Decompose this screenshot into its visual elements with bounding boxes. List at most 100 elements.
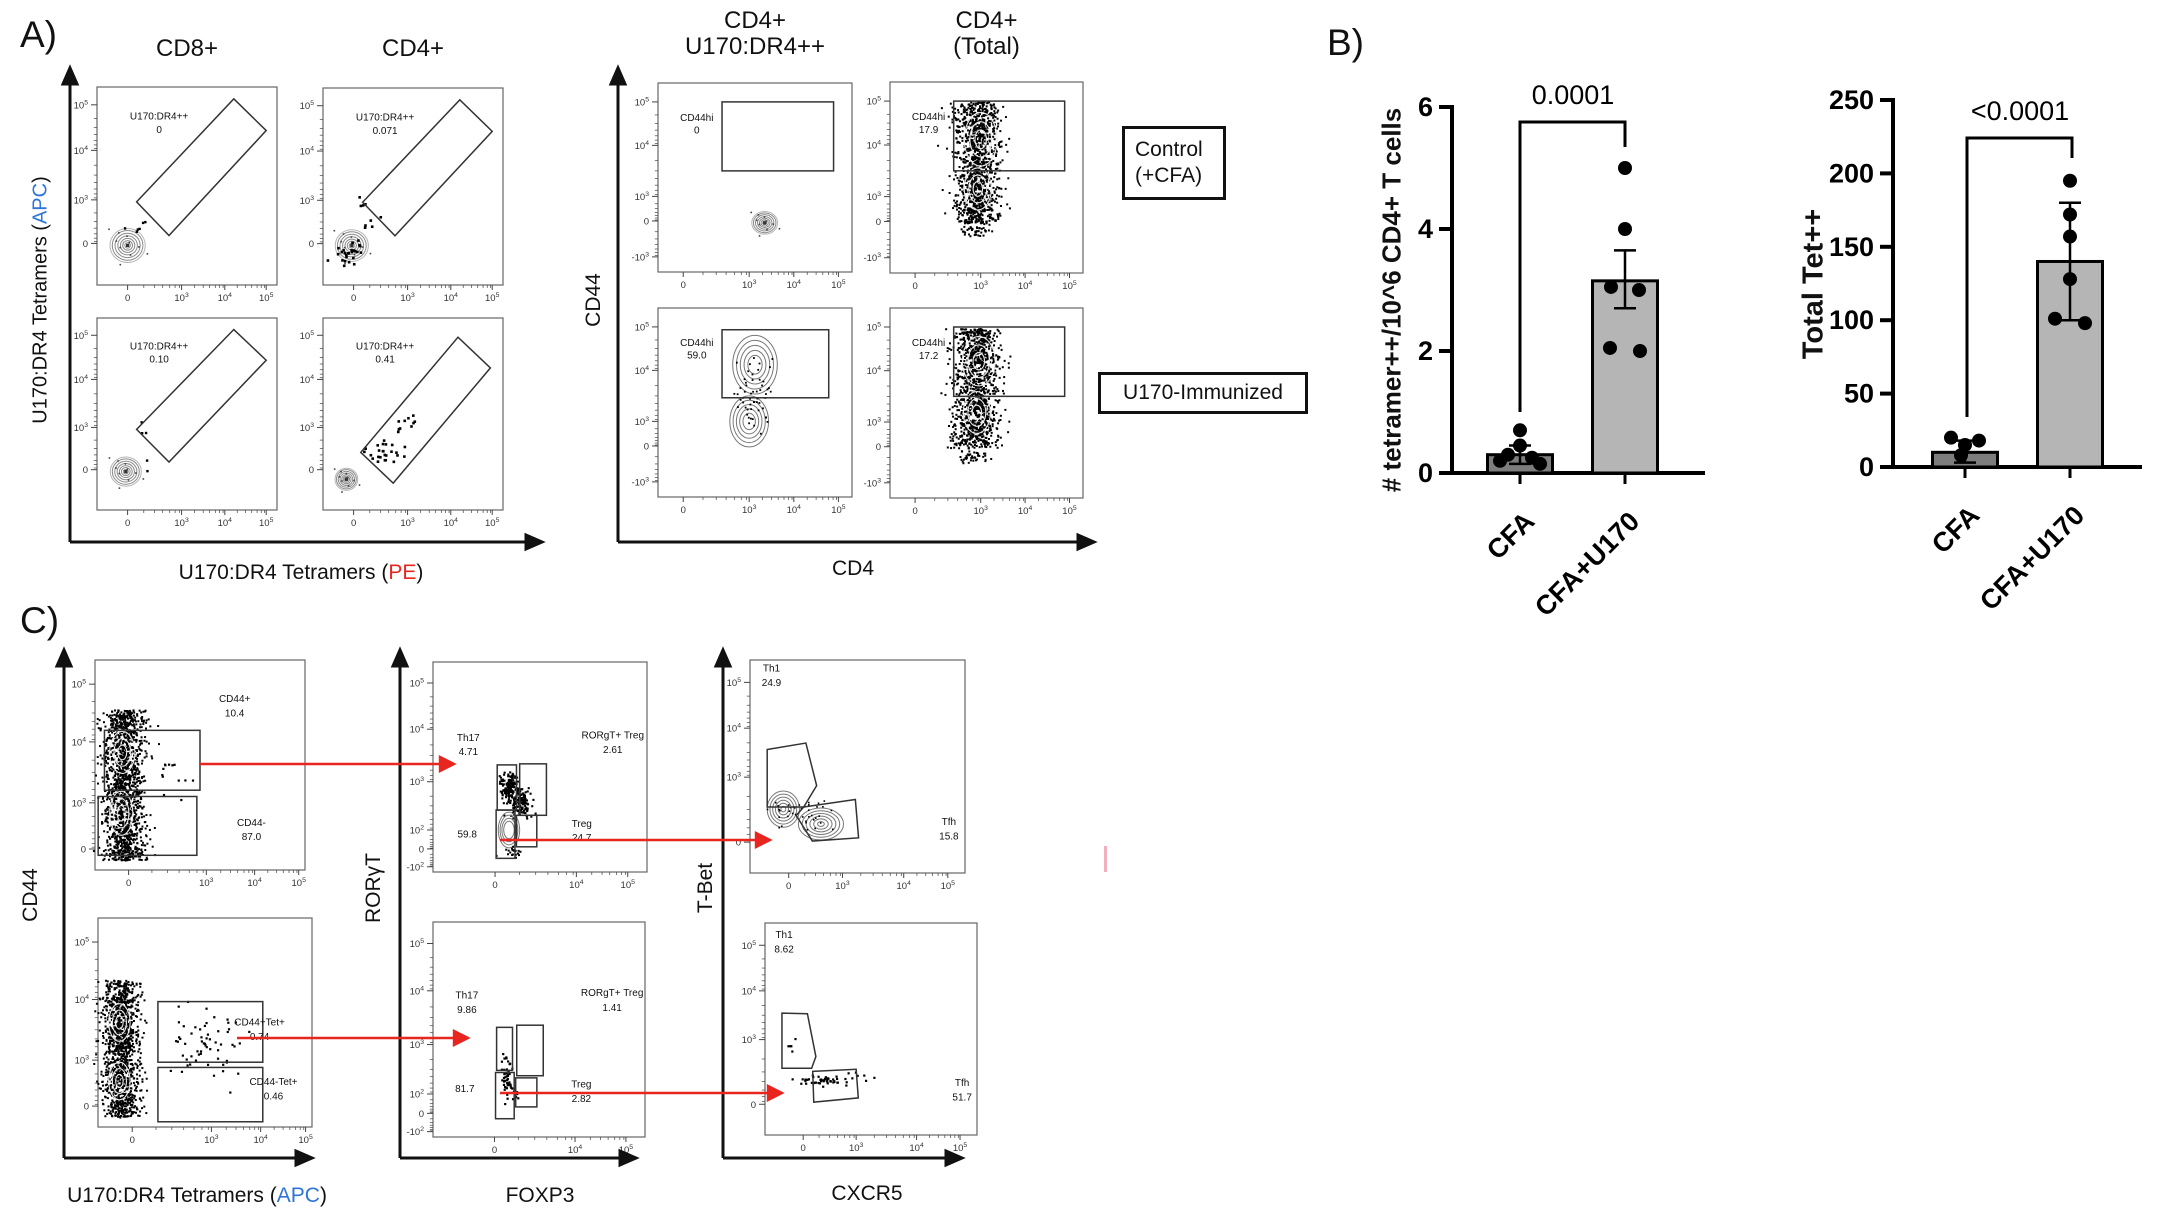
row-label-control-cfa: Control (+CFA) <box>1122 126 1226 200</box>
gate-value: 9.86 <box>457 1005 477 1016</box>
tick-label: 104 <box>867 140 882 152</box>
tick-label: 103 <box>204 1134 219 1146</box>
panel-c-x-axis-label-foxp3: FOXP3 <box>505 1184 575 1207</box>
tick-label: 103 <box>400 517 415 529</box>
panel-a-x-axis-label: U170:DR4 Tetramers (PE) <box>178 561 424 584</box>
tick-label: 105 <box>953 1142 968 1154</box>
panel-c-y-axis-label-cd44: CD44 <box>19 868 42 922</box>
tick-label: 103 <box>75 1055 90 1067</box>
tick-label: 0 <box>125 518 130 529</box>
tick-label: 103 <box>849 1142 864 1154</box>
tick-label: 102 <box>410 825 425 837</box>
gate-value: 87.0 <box>242 832 262 843</box>
tick-label: 104 <box>410 724 425 736</box>
tick-label: 104 <box>569 879 584 891</box>
tick-label: 103 <box>72 797 87 809</box>
tick-label: 105 <box>831 279 846 291</box>
panel-b-label: B) <box>1327 22 1364 63</box>
data-point <box>2048 311 2062 326</box>
tick-label: 0 <box>644 441 649 452</box>
tick-label: 104 <box>909 1142 924 1154</box>
row-label-line: U170-Immunized <box>1123 381 1283 404</box>
p-value: 0.0001 <box>1532 80 1615 110</box>
tick-label: 104 <box>75 994 90 1006</box>
row-label-line: (+CFA) <box>1135 164 1203 187</box>
panel-a-y-axis-label: U170:DR4 Tetramers (APC) <box>29 176 52 424</box>
tick-label: 104 <box>444 517 459 529</box>
tick-label: 0 <box>912 506 917 517</box>
gate-label: U170:DR4++ <box>130 342 189 353</box>
tick-label: 105 <box>621 879 636 891</box>
tick-label: 0 <box>130 1135 135 1146</box>
tick-label: 105 <box>635 321 650 333</box>
tick-label: 0 <box>419 844 424 855</box>
flow-plot-c-rorgt-foxp3-bottom: 105 104 103 102 0 -102 0 104 105 Th17 9.86 RORgT+ T… <box>397 916 655 1164</box>
tick-label: 0 <box>83 239 88 250</box>
gate-value: 2.82 <box>572 1094 592 1105</box>
tick-label: 0 <box>681 280 686 291</box>
gate-value: 2.61 <box>603 745 623 756</box>
y-tick-label: 4 <box>1418 214 1433 244</box>
tick-label: 103 <box>300 422 315 434</box>
tick-label: 105 <box>485 517 500 529</box>
tick-label: 105 <box>298 1134 313 1146</box>
tick-label: 0 <box>736 838 741 849</box>
tick-label: 105 <box>941 880 956 892</box>
tick-label: 104 <box>444 292 459 304</box>
bar-chart-total-tet: 0 50 100 150 200 250 CFA CFA+U170 <0.0001 <box>1790 50 2172 655</box>
y-tick-label: 100 <box>1829 305 1874 335</box>
tick-label: 105 <box>485 292 500 304</box>
tick-label: 105 <box>75 937 90 949</box>
gate-value: 0.74 <box>250 1032 270 1043</box>
flow-plot-c-cd44-gating-top: 105 104 103 0 0 103 104 105 CD44+ 10.4 CD44- 87.0 <box>59 654 315 897</box>
data-point <box>2063 272 2077 287</box>
gate-label: CD44+Tet+ <box>234 1018 285 1029</box>
tick-label: 0 <box>492 880 497 891</box>
gate-label: CD44hi <box>680 338 713 349</box>
y-tick-label: 150 <box>1829 232 1874 262</box>
tick-label: 103 <box>974 280 989 292</box>
gate-value: 4.71 <box>459 747 479 758</box>
bar-chart-tetramer-frequency: 0 2 4 6 CFA CFA+U170 0.0001 <box>1370 50 1750 655</box>
tick-label: 0 <box>492 1145 497 1156</box>
tick-label: 104 <box>742 985 757 997</box>
tick-label: 104 <box>635 140 650 152</box>
tick-label: 103 <box>635 416 650 428</box>
data-point <box>1604 279 1618 294</box>
tick-label: 105 <box>1062 280 1077 292</box>
panel-c-y-axis-label-rorgt: RORγT <box>362 853 385 923</box>
tick-label: 104 <box>74 145 89 157</box>
gate-label: RORgT+ Treg <box>581 988 644 999</box>
tick-label: 102 <box>410 1089 425 1101</box>
column-title-cd4: CD4+ <box>381 35 445 62</box>
pink-artifact-line <box>1104 846 1107 872</box>
gate-value: 51.7 <box>952 1093 972 1104</box>
tick-label: 103 <box>74 422 89 434</box>
data-point <box>2063 229 2077 244</box>
gate-value: 0.46 <box>264 1091 284 1102</box>
gate-label: U170:DR4++ <box>356 113 415 124</box>
tick-label: 104 <box>568 1144 583 1156</box>
tick-label: 103 <box>742 279 757 291</box>
gate-value: 24.9 <box>762 678 782 689</box>
flow-plot-c-tbet-cxcr5-top: 105 104 103 0 0 103 104 105 Th1 24.9 Tfh 15.8 <box>714 654 975 900</box>
panel-a-label: A) <box>20 14 57 55</box>
flow-plot-cd44-tetpos-immunized: 105 104 103 0 -103 0 103 104 105 CD44hi 59.0 <box>622 302 862 524</box>
column-title-line: CD4+ <box>955 7 1018 34</box>
y-tick-label: 0 <box>1859 452 1874 482</box>
tick-label: 104 <box>218 517 233 529</box>
tick-label: 104 <box>897 880 912 892</box>
gate-value: 81.7 <box>455 1084 475 1095</box>
tick-label: 103 <box>300 195 315 207</box>
flow-plot-cd8-control: 105 104 103 0 0 103 104 105 U170:DR4++ 0 <box>61 81 287 312</box>
row-label-line: Control <box>1135 138 1203 161</box>
tick-label: 103 <box>742 1034 757 1046</box>
flow-plot-cd44-tetpos-control: 105 104 103 0 -103 0 103 104 105 CD44hi 0 <box>622 77 862 299</box>
tick-label: 0 <box>83 465 88 476</box>
tick-label: 0 <box>81 845 86 856</box>
tick-label: 103 <box>867 191 882 203</box>
gate-value: 59.8 <box>458 829 478 840</box>
panel-a-middle-x-axis-label: CD4 <box>831 557 875 580</box>
tick-label: 105 <box>300 330 315 342</box>
tick-label: 104 <box>787 504 802 516</box>
